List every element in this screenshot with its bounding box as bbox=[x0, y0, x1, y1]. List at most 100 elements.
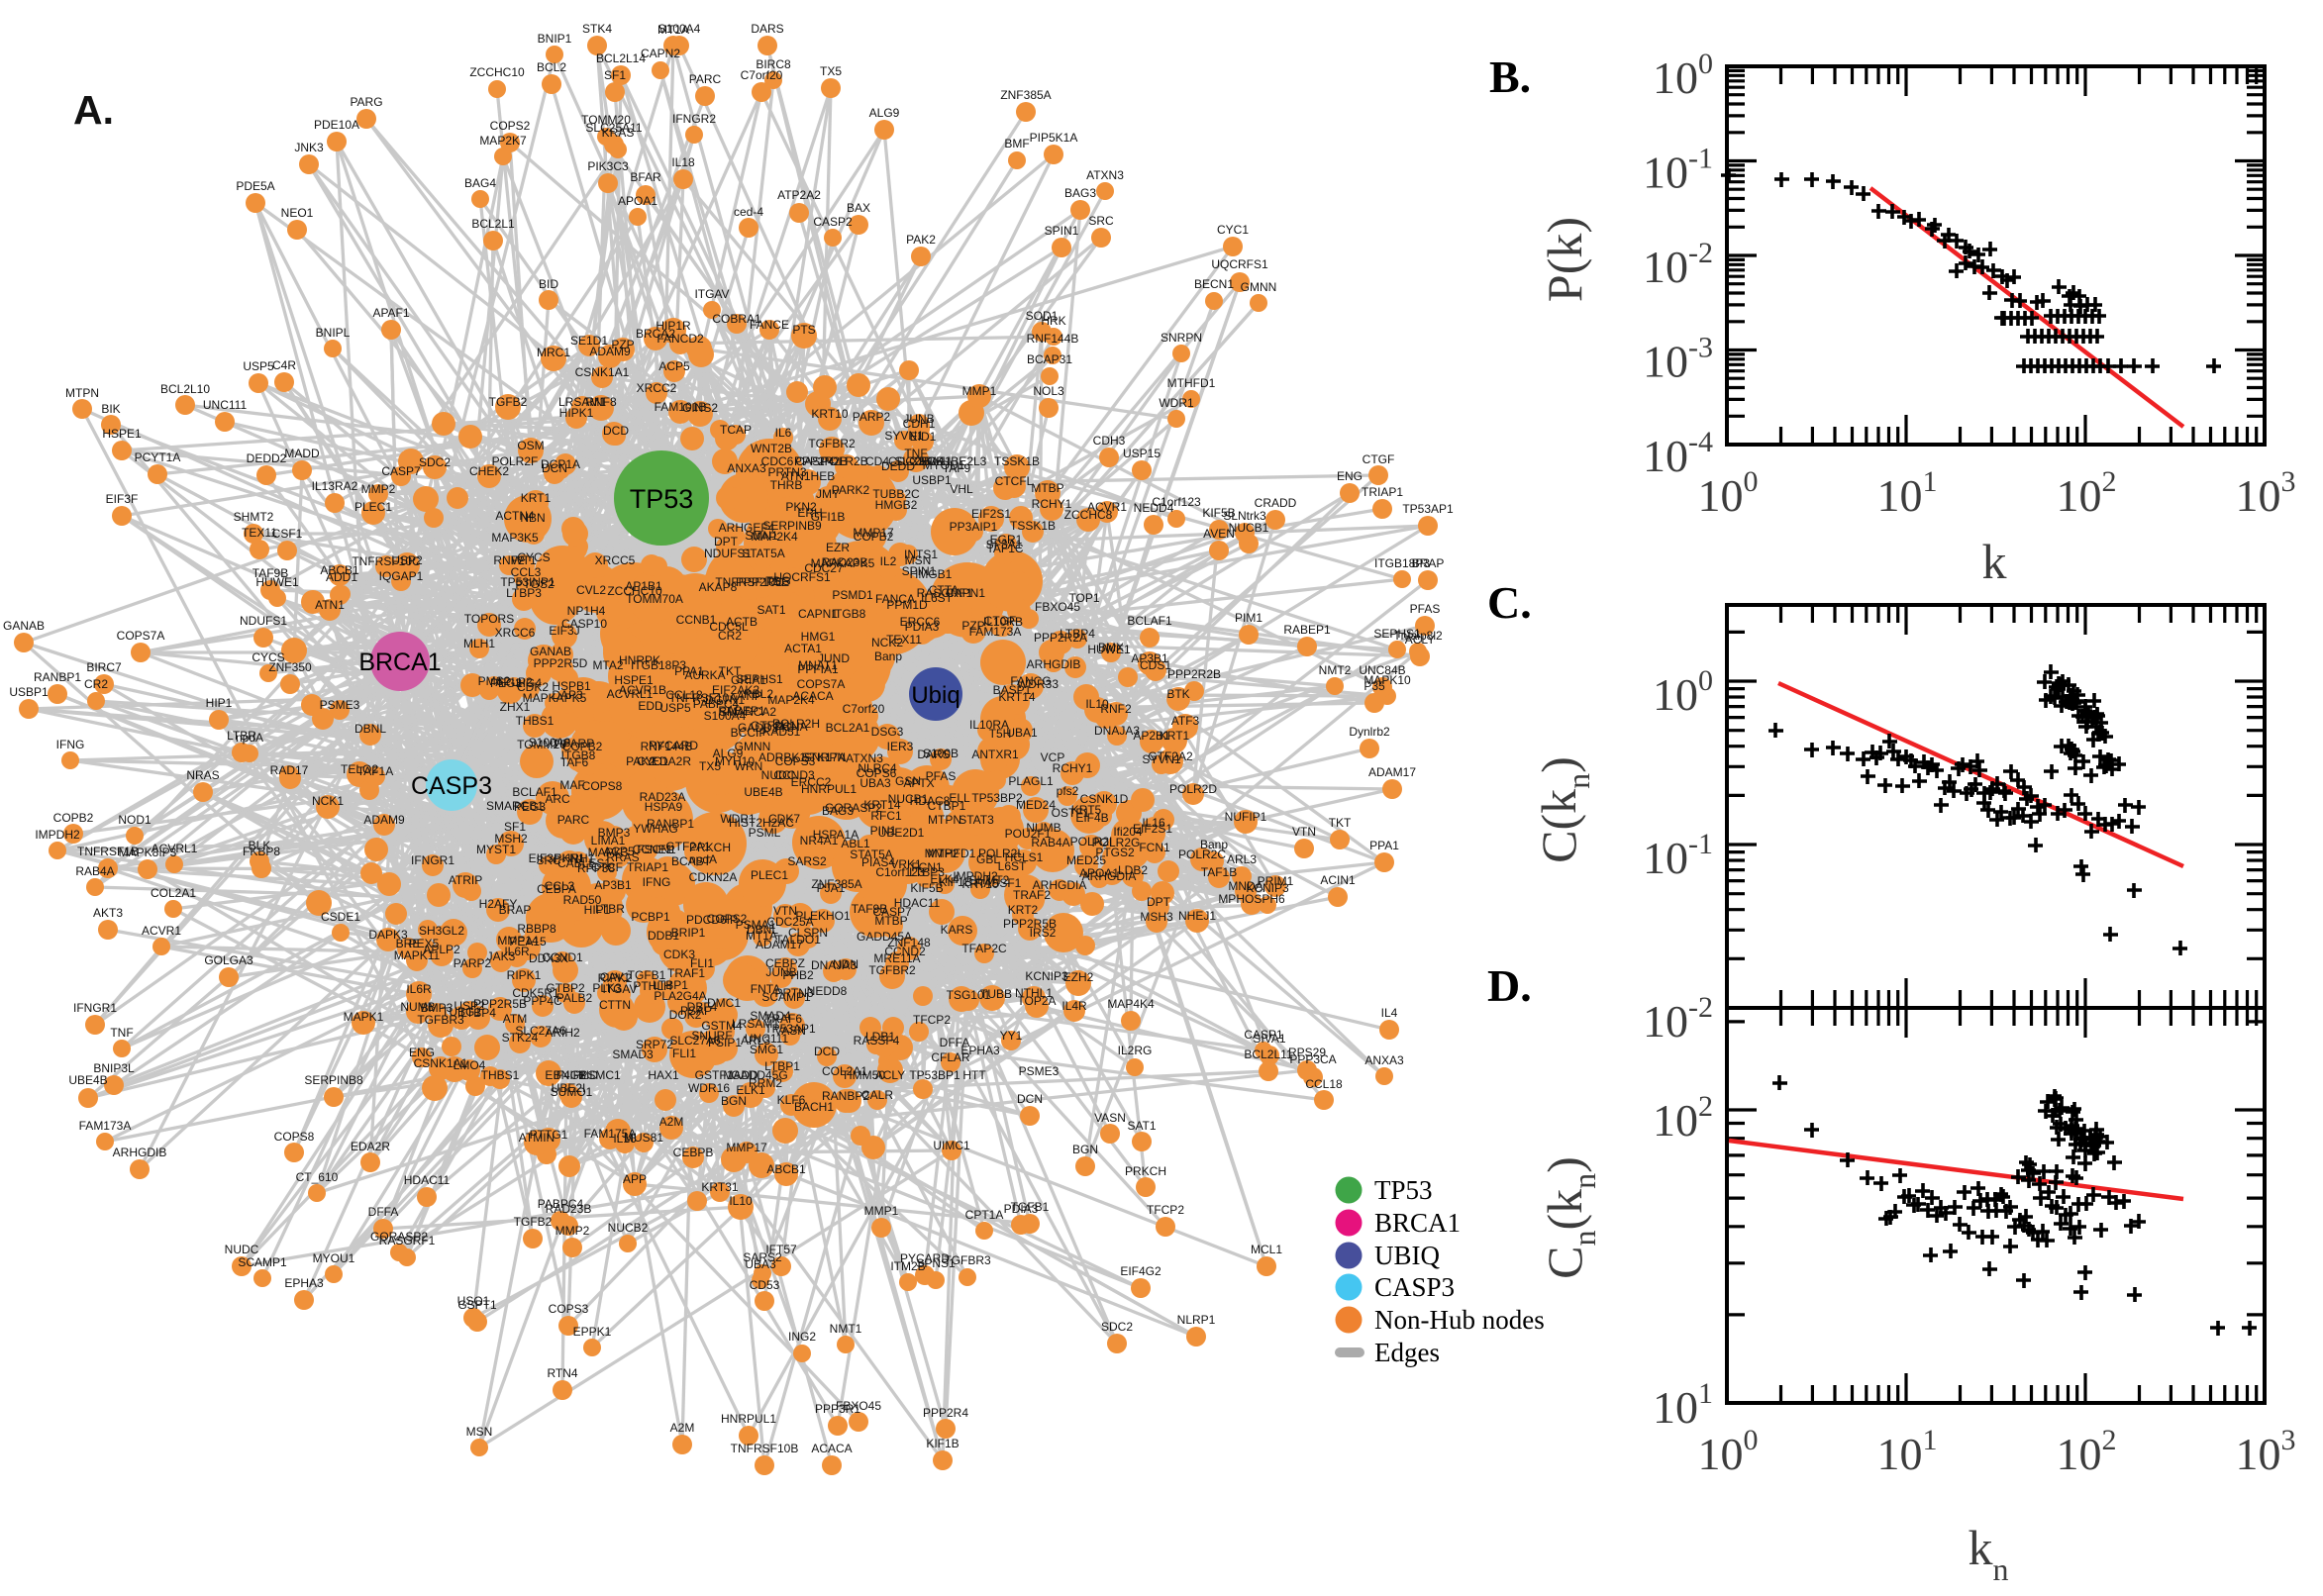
svg-text:TGFBR2: TGFBR2 bbox=[808, 437, 856, 450]
svg-text:DBNL: DBNL bbox=[354, 722, 386, 736]
svg-text:VASN: VASN bbox=[774, 1024, 806, 1038]
svg-text:NUDC: NUDC bbox=[761, 768, 796, 782]
svg-text:ADAM9: ADAM9 bbox=[363, 813, 405, 827]
svg-text:HDAC11: HDAC11 bbox=[894, 896, 941, 910]
svg-text:ITGB18P3: ITGB18P3 bbox=[1374, 556, 1430, 570]
svg-text:CCND1: CCND1 bbox=[542, 950, 583, 964]
svg-text:NMT2: NMT2 bbox=[1319, 663, 1352, 677]
svg-text:IL18: IL18 bbox=[671, 155, 695, 169]
svg-text:ACP5: ACP5 bbox=[603, 845, 635, 858]
svg-text:APOA1: APOA1 bbox=[1079, 866, 1119, 880]
svg-text:CAV1: CAV1 bbox=[600, 970, 631, 984]
svg-text:LTBP1: LTBP1 bbox=[764, 1059, 800, 1073]
svg-text:ATMIN: ATMIN bbox=[519, 1131, 555, 1145]
svg-text:TNF: TNF bbox=[110, 1026, 133, 1040]
svg-text:TAF9B: TAF9B bbox=[852, 902, 887, 916]
svg-text:100: 100 bbox=[1653, 48, 1713, 103]
svg-text:RTN4: RTN4 bbox=[547, 1366, 577, 1380]
svg-text:IFT57: IFT57 bbox=[765, 1243, 797, 1256]
svg-text:Banp: Banp bbox=[1200, 838, 1228, 851]
svg-text:RANBP1: RANBP1 bbox=[34, 670, 81, 684]
svg-text:ITM2B: ITM2B bbox=[890, 1259, 925, 1273]
svg-text:TRIAP1: TRIAP1 bbox=[627, 860, 668, 874]
svg-text:k: k bbox=[1982, 534, 2007, 589]
svg-text:RAB4A: RAB4A bbox=[1031, 836, 1069, 849]
svg-text:RNF2: RNF2 bbox=[493, 553, 525, 567]
svg-text:KRT5: KRT5 bbox=[1071, 803, 1102, 817]
svg-text:UNC84B: UNC84B bbox=[1359, 663, 1405, 677]
svg-text:GSN: GSN bbox=[895, 774, 921, 788]
svg-text:ACLY: ACLY bbox=[1405, 633, 1435, 647]
svg-text:BLK: BLK bbox=[922, 454, 945, 468]
svg-text:JUNB: JUNB bbox=[765, 965, 796, 979]
svg-text:MMP17: MMP17 bbox=[726, 1141, 767, 1154]
svg-text:MPHOSPH6: MPHOSPH6 bbox=[1218, 892, 1285, 906]
svg-text:ZNF385A: ZNF385A bbox=[811, 877, 861, 891]
svg-text:CASP2: CASP2 bbox=[813, 215, 853, 229]
svg-text:PJA1: PJA1 bbox=[817, 881, 846, 895]
svg-text:LIG4: LIG4 bbox=[516, 676, 542, 690]
svg-text:BCL2A1: BCL2A1 bbox=[826, 721, 870, 735]
svg-text:PSME3: PSME3 bbox=[320, 698, 360, 712]
svg-text:FLI1: FLI1 bbox=[672, 1047, 696, 1060]
svg-text:IL6ST: IL6ST bbox=[921, 591, 954, 605]
svg-text:HSPE1: HSPE1 bbox=[102, 427, 142, 441]
svg-text:101: 101 bbox=[1877, 1424, 1938, 1479]
svg-text:GTF2H1: GTF2H1 bbox=[751, 719, 796, 733]
svg-text:LMO4: LMO4 bbox=[454, 1058, 486, 1072]
svg-text:GFI1B: GFI1B bbox=[811, 510, 846, 524]
svg-text:ACP5: ACP5 bbox=[658, 359, 690, 373]
svg-text:WDR16: WDR16 bbox=[688, 1081, 730, 1095]
svg-text:PRKCH: PRKCH bbox=[689, 841, 731, 854]
svg-text:DBNL: DBNL bbox=[747, 923, 778, 937]
svg-text:MTBP: MTBP bbox=[1031, 481, 1063, 495]
svg-text:DMC1: DMC1 bbox=[707, 996, 741, 1010]
svg-text:POLR2B: POLR2B bbox=[821, 454, 867, 468]
svg-text:PPP2R5D: PPP2R5D bbox=[534, 656, 588, 670]
svg-text:ATN1HEB: ATN1HEB bbox=[781, 469, 835, 483]
svg-text:Edges: Edges bbox=[1374, 1338, 1440, 1367]
svg-text:VRK1: VRK1 bbox=[890, 857, 922, 871]
svg-text:COPS3: COPS3 bbox=[549, 1302, 589, 1316]
svg-text:SDC2: SDC2 bbox=[1101, 1320, 1133, 1334]
svg-text:P(k): P(k) bbox=[1537, 217, 1592, 302]
svg-text:USP15: USP15 bbox=[1123, 447, 1161, 460]
svg-text:IL16: IL16 bbox=[1142, 816, 1165, 830]
svg-text:BACH1: BACH1 bbox=[794, 1100, 834, 1114]
svg-text:MADD: MADD bbox=[284, 447, 320, 460]
svg-text:GOLGA3: GOLGA3 bbox=[204, 953, 253, 967]
svg-text:KRT1: KRT1 bbox=[1160, 729, 1190, 743]
svg-text:PPP2R2A: PPP2R2A bbox=[1034, 631, 1087, 645]
svg-text:ANTXR1: ANTXR1 bbox=[971, 748, 1019, 761]
svg-text:GSTF1: GSTF1 bbox=[695, 1068, 734, 1082]
svg-text:VCP: VCP bbox=[1041, 750, 1065, 764]
svg-text:CSDE1: CSDE1 bbox=[321, 910, 360, 924]
svg-text:COPS8: COPS8 bbox=[274, 1130, 315, 1144]
svg-text:BMP3: BMP3 bbox=[421, 1001, 454, 1015]
svg-text:SOD1: SOD1 bbox=[1026, 309, 1059, 323]
svg-text:MNAT1: MNAT1 bbox=[798, 658, 838, 672]
svg-text:BCL2L11: BCL2L11 bbox=[1244, 1047, 1292, 1061]
svg-text:NUDC: NUDC bbox=[225, 1243, 259, 1256]
svg-text:BNIPL: BNIPL bbox=[316, 326, 351, 340]
svg-text:MT1A: MT1A bbox=[746, 929, 777, 943]
svg-text:100: 100 bbox=[1653, 664, 1713, 720]
svg-text:KRT1: KRT1 bbox=[521, 491, 552, 505]
svg-text:BRAP: BRAP bbox=[499, 903, 532, 917]
svg-text:APLP2: APLP2 bbox=[423, 943, 460, 956]
svg-text:AKAP8: AKAP8 bbox=[699, 580, 738, 594]
svg-text:DFFA: DFFA bbox=[368, 1205, 399, 1219]
svg-text:UBA3: UBA3 bbox=[745, 1257, 776, 1271]
svg-text:TCAP: TCAP bbox=[720, 423, 752, 437]
svg-text:SH3GL2: SH3GL2 bbox=[419, 924, 464, 938]
svg-text:MAP2K4: MAP2K4 bbox=[751, 530, 798, 544]
svg-text:TP53: TP53 bbox=[1374, 1175, 1433, 1205]
svg-text:EZH2: EZH2 bbox=[1063, 970, 1094, 984]
svg-text:PEG3: PEG3 bbox=[514, 800, 546, 814]
svg-text:ING2: ING2 bbox=[788, 1330, 816, 1344]
svg-text:CTBP1: CTBP1 bbox=[928, 799, 966, 813]
svg-text:RNF144B: RNF144B bbox=[641, 740, 693, 753]
svg-text:SEPHS1: SEPHS1 bbox=[1373, 627, 1421, 641]
svg-text:PARC: PARC bbox=[557, 813, 590, 827]
svg-text:SF1: SF1 bbox=[504, 820, 526, 834]
